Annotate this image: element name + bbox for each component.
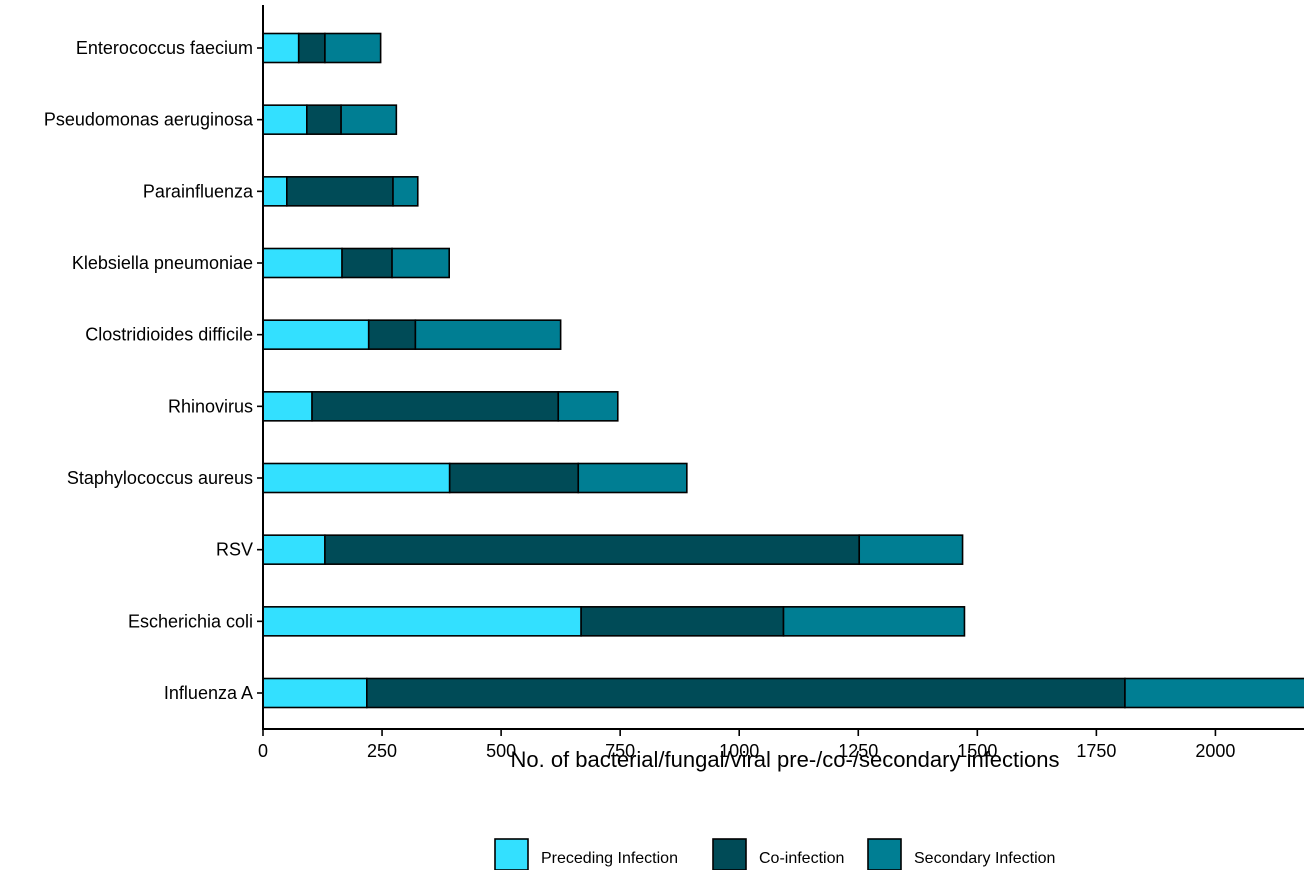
x-axis-title: No. of bacterial/fungal/viral pre-/co-/s… [510, 747, 1059, 772]
bar-segment-series-3 [782, 606, 966, 637]
bar-segment-series-3 [858, 534, 964, 565]
bar-segment-series-3 [414, 319, 562, 350]
category-labels: Influenza A Escherichia coli RSV Staphyloco… [44, 38, 263, 703]
bar-segment-series-3 [391, 247, 450, 279]
bar-segment-series-3 [1124, 677, 1304, 709]
bar-segment-series-3 [577, 462, 688, 494]
legend-key [712, 838, 747, 870]
x-tick-label: 1750 [1076, 741, 1116, 761]
x-tick-label: 1000 [719, 741, 759, 761]
bar-segment-series-2 [367, 319, 417, 350]
x-tick-label: 250 [367, 741, 397, 761]
x-tick-label: 1250 [838, 741, 878, 761]
bar-segment-series-2 [448, 462, 580, 494]
x-axis-ticks: 0 250 500 750 1000 1250 1500 1750 2000 [258, 729, 1235, 761]
legend-label: Preceding Infection [541, 850, 678, 867]
bar-segment-series-1 [262, 176, 288, 207]
legend-key [494, 838, 529, 870]
x-tick-label: 1500 [957, 741, 997, 761]
legend-label: Secondary Infection [914, 850, 1055, 867]
bar-segment-series-1 [262, 534, 326, 565]
bar-segment-series-2 [311, 391, 560, 422]
category-label: Rhinovirus [168, 396, 253, 416]
bar-segment-series-2 [580, 606, 785, 637]
bars-group [262, 32, 1304, 709]
bar-segment-series-2 [306, 104, 342, 135]
legend-label: Co-infection [759, 850, 844, 867]
category-label: Pseudomonas aeruginosa [44, 110, 254, 130]
x-tick-label: 750 [605, 741, 635, 761]
bar-segment-series-1 [262, 391, 313, 422]
bar-segment-series-1 [262, 677, 368, 709]
bar-segment-series-1 [262, 319, 370, 350]
bar-segment-series-3 [324, 32, 382, 64]
bar-segment-series-3 [340, 104, 398, 135]
category-label: Parainfluenza [143, 181, 254, 201]
bar-segment-series-2 [341, 247, 393, 279]
category-label: Staphylococcus aureus [67, 468, 253, 488]
x-tick-label: 2000 [1195, 741, 1235, 761]
category-label: Escherichia coli [128, 611, 253, 631]
category-label: Enterococcus faecium [76, 38, 253, 58]
bar-segment-series-1 [262, 104, 308, 135]
category-label: RSV [216, 540, 253, 560]
bar-segment-series-2 [286, 176, 394, 207]
bar-segment-series-2 [297, 32, 326, 64]
bar-segment-series-3 [392, 176, 419, 207]
legend: Preceding Infection Co-infection Secondary… [494, 838, 1055, 870]
category-label: Clostridioides difficile [85, 325, 253, 345]
x-tick-label: 500 [486, 741, 516, 761]
bar-segment-series-1 [262, 247, 343, 279]
bar-segment-series-1 [262, 462, 451, 494]
legend-key [867, 838, 902, 870]
x-tick-label: 0 [258, 741, 268, 761]
bar-segment-series-2 [324, 534, 861, 565]
bar-segment-series-1 [262, 606, 582, 637]
category-label: Influenza A [164, 683, 253, 703]
category-label: Klebsiella pneumoniae [72, 253, 253, 273]
bar-segment-series-2 [366, 677, 1126, 709]
bar-segment-series-1 [262, 32, 300, 64]
bar-segment-series-3 [557, 391, 619, 422]
